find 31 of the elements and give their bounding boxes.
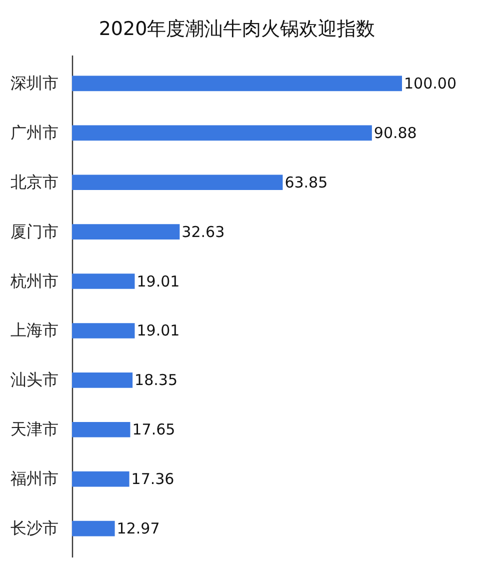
data-label: 100.00: [404, 74, 456, 92]
data-label: 63.85: [284, 173, 328, 192]
chart-title: 2020年度潮汕牛肉火锅欢迎指数: [98, 18, 376, 40]
bar: [72, 274, 135, 289]
bar: [72, 372, 133, 388]
bar: [72, 471, 130, 487]
y-tick-label: 长沙市: [10, 518, 58, 538]
data-label: 18.35: [134, 371, 178, 390]
bar: [72, 520, 115, 536]
bar: [72, 125, 372, 141]
y-tick-label: 北京市: [10, 172, 58, 192]
y-tick-label: 厦门市: [10, 222, 58, 241]
data-label: 12.97: [116, 520, 160, 538]
bar: [72, 422, 130, 438]
data-label: 17.65: [132, 420, 176, 439]
y-tick-label: 上海市: [10, 320, 58, 340]
y-tick-label: 广州市: [10, 122, 58, 142]
y-tick-label: 深圳市: [10, 73, 58, 92]
bar: [72, 174, 283, 190]
bar: [72, 224, 180, 240]
data-label: 32.63: [182, 222, 225, 241]
data-label: 17.36: [131, 470, 174, 488]
data-label: 90.88: [374, 124, 417, 142]
bar: [72, 323, 135, 338]
bar: [72, 76, 402, 92]
data-label: 19.01: [136, 322, 180, 340]
y-tick-label: 汕头市: [10, 370, 58, 390]
data-label: 19.01: [136, 272, 180, 290]
y-tick-label: 福州市: [10, 469, 58, 488]
y-tick-label: 杭州市: [10, 271, 58, 290]
y-tick-label: 天津市: [10, 420, 58, 439]
